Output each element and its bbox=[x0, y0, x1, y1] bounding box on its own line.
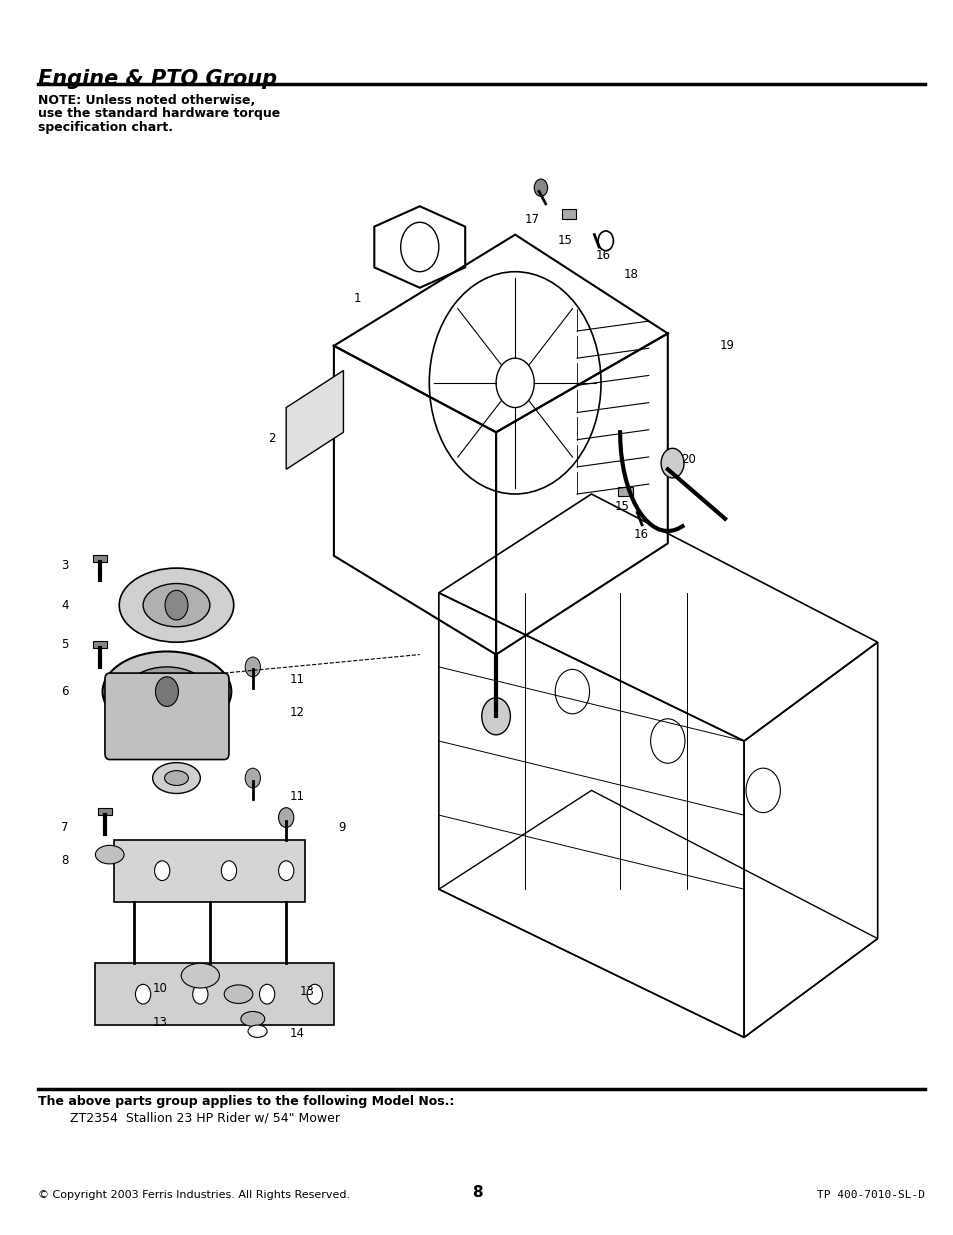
Bar bbox=[93, 641, 107, 648]
Text: 20: 20 bbox=[680, 453, 696, 466]
Text: 15: 15 bbox=[557, 235, 572, 247]
Text: 13: 13 bbox=[152, 1016, 168, 1029]
Polygon shape bbox=[95, 963, 334, 1025]
Text: 7: 7 bbox=[61, 821, 69, 834]
Circle shape bbox=[193, 984, 208, 1004]
Text: 18: 18 bbox=[623, 268, 639, 280]
Circle shape bbox=[481, 698, 510, 735]
Ellipse shape bbox=[126, 667, 207, 716]
Text: © Copyright 2003 Ferris Industries. All Rights Reserved.: © Copyright 2003 Ferris Industries. All … bbox=[38, 1191, 350, 1200]
Circle shape bbox=[278, 808, 294, 827]
Ellipse shape bbox=[181, 963, 219, 988]
Circle shape bbox=[307, 984, 322, 1004]
Text: 16: 16 bbox=[595, 249, 610, 262]
Text: The above parts group applies to the following Model Nos.:: The above parts group applies to the fol… bbox=[38, 1095, 454, 1109]
Text: 16: 16 bbox=[633, 529, 648, 541]
Text: 13: 13 bbox=[299, 986, 314, 998]
Circle shape bbox=[259, 984, 274, 1004]
Text: 9: 9 bbox=[337, 821, 345, 834]
Text: ZT2354  Stallion 23 HP Rider w/ 54" Mower: ZT2354 Stallion 23 HP Rider w/ 54" Mower bbox=[38, 1112, 340, 1125]
Text: specification chart.: specification chart. bbox=[38, 121, 173, 135]
Text: 5: 5 bbox=[61, 638, 69, 651]
Circle shape bbox=[245, 657, 260, 677]
Text: 8: 8 bbox=[471, 1186, 482, 1200]
Text: 14: 14 bbox=[290, 1028, 305, 1040]
Circle shape bbox=[154, 861, 170, 881]
Text: NOTE: Unless noted otherwise,: NOTE: Unless noted otherwise, bbox=[38, 94, 255, 107]
Text: 17: 17 bbox=[524, 214, 539, 226]
Circle shape bbox=[278, 861, 294, 881]
Text: 3: 3 bbox=[61, 559, 69, 572]
Bar bbox=[561, 209, 576, 219]
Ellipse shape bbox=[119, 568, 233, 642]
Circle shape bbox=[534, 179, 547, 196]
Text: 2: 2 bbox=[268, 432, 275, 445]
Text: 19: 19 bbox=[719, 340, 734, 352]
Text: 6: 6 bbox=[61, 685, 69, 698]
Text: 10: 10 bbox=[152, 982, 168, 994]
Circle shape bbox=[155, 677, 178, 706]
Text: 4: 4 bbox=[61, 599, 69, 611]
Text: TP 400-7010-SL-D: TP 400-7010-SL-D bbox=[817, 1191, 924, 1200]
Ellipse shape bbox=[102, 652, 231, 731]
Ellipse shape bbox=[95, 846, 124, 864]
Bar bbox=[618, 487, 632, 496]
Text: 1: 1 bbox=[354, 293, 361, 305]
Polygon shape bbox=[286, 370, 343, 469]
Ellipse shape bbox=[224, 986, 253, 1003]
Circle shape bbox=[245, 768, 260, 788]
Bar bbox=[93, 555, 107, 562]
Circle shape bbox=[135, 984, 151, 1004]
Polygon shape bbox=[114, 840, 305, 902]
Text: 15: 15 bbox=[614, 500, 629, 513]
Circle shape bbox=[660, 448, 683, 478]
Text: use the standard hardware torque: use the standard hardware torque bbox=[38, 107, 280, 121]
Text: 11: 11 bbox=[290, 673, 305, 685]
Circle shape bbox=[165, 590, 188, 620]
Ellipse shape bbox=[164, 771, 189, 785]
Text: 12: 12 bbox=[290, 706, 305, 719]
Text: Engine & PTO Group: Engine & PTO Group bbox=[38, 69, 277, 89]
Circle shape bbox=[221, 861, 236, 881]
FancyBboxPatch shape bbox=[105, 673, 229, 760]
Ellipse shape bbox=[152, 762, 200, 794]
Ellipse shape bbox=[248, 1025, 267, 1037]
Text: 8: 8 bbox=[61, 855, 69, 867]
Text: 11: 11 bbox=[290, 790, 305, 803]
Ellipse shape bbox=[240, 1011, 264, 1026]
Ellipse shape bbox=[143, 584, 210, 626]
Bar bbox=[98, 808, 112, 815]
